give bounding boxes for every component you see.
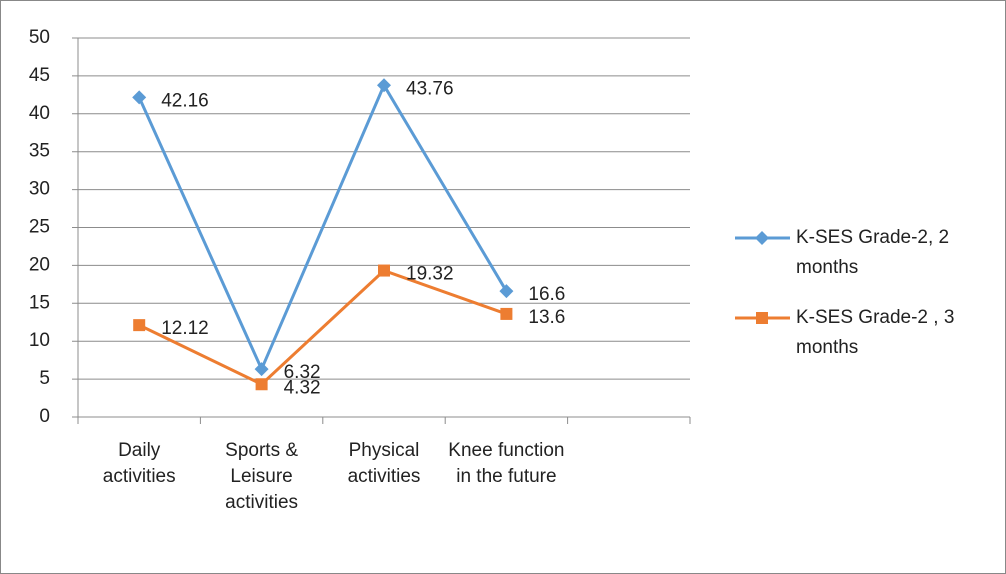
- data-label: 4.32: [284, 377, 321, 398]
- y-tick-label: 5: [39, 368, 50, 389]
- y-tick-label: 20: [29, 254, 50, 275]
- data-label: 16.6: [528, 284, 565, 305]
- legend-label: K-SES Grade-2, 2 months: [796, 227, 949, 278]
- marker: [132, 90, 147, 105]
- y-tick-label: 25: [29, 217, 50, 238]
- y-tick-label: 45: [29, 65, 50, 86]
- x-tick-label: Daily activities: [103, 440, 176, 487]
- x-tick-label: Sports & Leisure activities: [225, 440, 298, 513]
- y-tick-label: 50: [29, 27, 50, 48]
- data-label: 42.16: [161, 90, 209, 111]
- marker: [499, 284, 514, 299]
- marker: [378, 264, 390, 277]
- series-line: [137, 82, 508, 373]
- y-tick-label: 30: [29, 179, 50, 200]
- marker: [254, 362, 269, 377]
- x-tick-label: Physical activities: [348, 440, 421, 487]
- marker: [500, 307, 513, 320]
- data-label: 19.32: [406, 264, 454, 285]
- y-tick-label: 15: [29, 292, 50, 313]
- data-label: 13.6: [528, 307, 565, 328]
- y-tick-label: 10: [29, 330, 50, 351]
- y-tick-label: 35: [29, 141, 50, 162]
- y-tick-label: 40: [29, 103, 50, 124]
- marker: [255, 378, 268, 391]
- x-tick-label: Knee function in the future: [448, 440, 564, 487]
- marker: [377, 78, 391, 93]
- marker: [756, 312, 768, 324]
- marker: [755, 231, 769, 245]
- series-line: [138, 268, 507, 387]
- legend-label: K-SES Grade-2 , 3 months: [796, 307, 954, 358]
- y-tick-label: 0: [39, 406, 50, 427]
- data-label: 43.76: [406, 78, 454, 99]
- data-label: 12.12: [161, 318, 209, 339]
- data-label: 6.32: [284, 362, 321, 383]
- marker: [133, 319, 146, 332]
